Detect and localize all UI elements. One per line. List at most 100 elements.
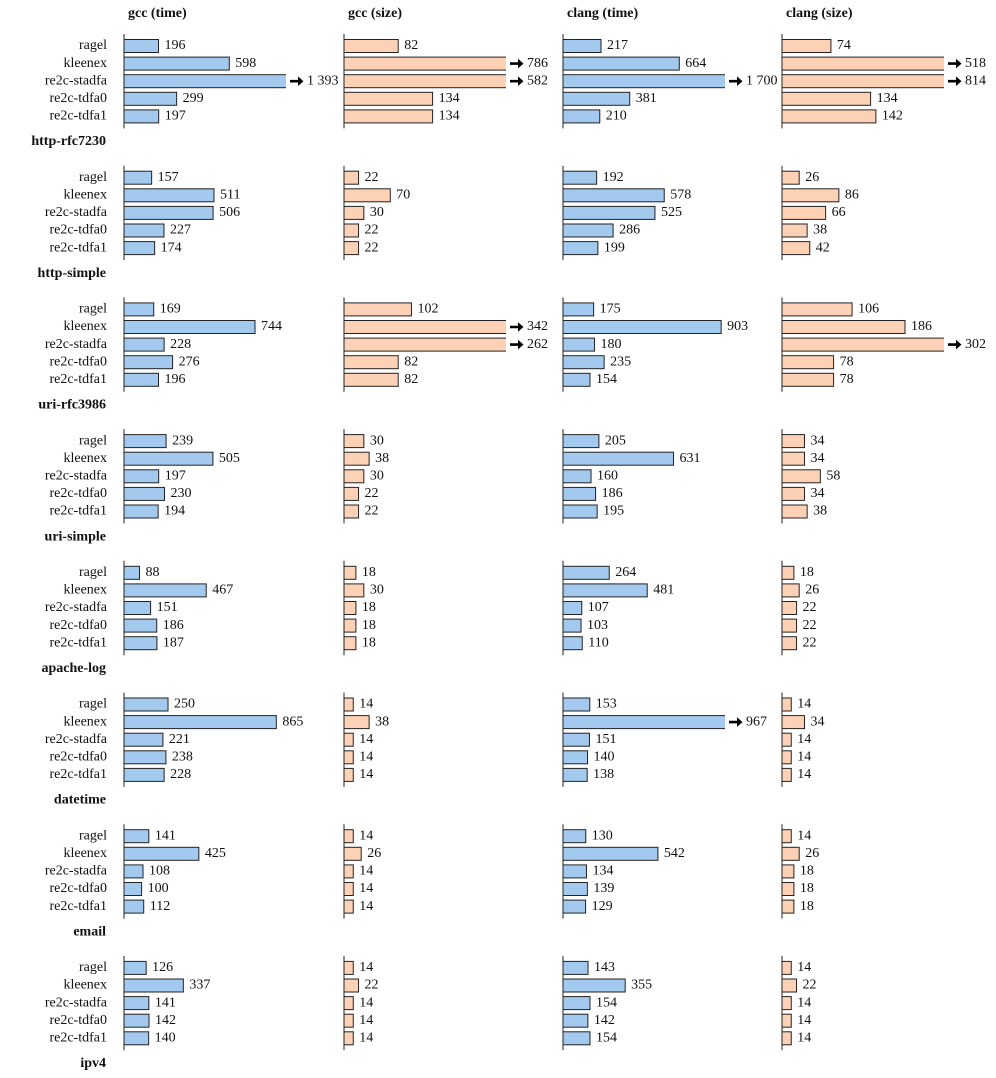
- value-label: 169: [160, 302, 181, 317]
- bar: [123, 39, 160, 53]
- value-label: 143: [594, 960, 615, 975]
- bar: [343, 223, 360, 238]
- bar: [123, 302, 155, 317]
- bar: [781, 960, 792, 975]
- value-label: 141: [155, 995, 176, 1010]
- category-label: ragel: [79, 565, 107, 580]
- bar: [562, 337, 596, 352]
- value-label: 18: [800, 881, 814, 896]
- value-label: 14: [359, 864, 373, 879]
- bar: [562, 486, 597, 501]
- value-label: 228: [170, 337, 191, 352]
- value-label: 467: [212, 583, 233, 598]
- bar: [343, 320, 506, 334]
- value-label: 14: [797, 1013, 811, 1028]
- category-label: re2c-tdfa0: [49, 618, 107, 633]
- value-label: 74: [837, 38, 851, 53]
- panel-title: ipv4: [80, 1056, 106, 1071]
- bar: [123, 732, 164, 747]
- category-label: ragel: [79, 697, 107, 712]
- panel-title: email: [73, 924, 106, 939]
- category-label: kleenex: [63, 714, 107, 729]
- bar: [123, 899, 145, 914]
- value-label: 26: [805, 583, 819, 598]
- bar: [343, 91, 434, 106]
- value-label: 481: [653, 583, 674, 598]
- bar: [562, 91, 631, 106]
- bar: [123, 978, 184, 993]
- value-label: 22: [365, 223, 379, 238]
- category-label: ragel: [79, 433, 107, 448]
- bar: [343, 767, 354, 782]
- value-label: 196: [165, 38, 186, 53]
- value-label: 129: [592, 899, 613, 914]
- bar: [562, 504, 598, 519]
- bar: [123, 846, 200, 861]
- bar: [562, 829, 587, 844]
- value-label: 14: [359, 1013, 373, 1028]
- bar: [343, 583, 365, 598]
- value-label: 142: [882, 109, 903, 124]
- overflow-arrow: [290, 76, 304, 87]
- category-label: re2c-tdfa1: [49, 372, 107, 387]
- bar: [123, 188, 215, 203]
- bar: [562, 434, 600, 449]
- value-label: 34: [810, 486, 824, 501]
- bar: [781, 899, 795, 914]
- bar: [781, 170, 800, 185]
- category-label: kleenex: [63, 451, 107, 466]
- value-label: 865: [282, 714, 303, 729]
- value-label: 903: [727, 319, 748, 334]
- bar: [781, 697, 792, 712]
- value-label: 262: [527, 337, 548, 352]
- value-label: 134: [439, 91, 460, 106]
- category-label: re2c-tdfa1: [49, 635, 107, 650]
- bar: [562, 355, 605, 370]
- category-label: re2c-tdfa0: [49, 91, 107, 106]
- value-label: 14: [797, 732, 811, 747]
- value-label: 18: [800, 864, 814, 879]
- value-label: 195: [603, 504, 624, 519]
- value-label: 30: [370, 469, 384, 484]
- bar: [343, 996, 354, 1011]
- value-label: 337: [189, 978, 210, 993]
- bar: [123, 205, 214, 220]
- value-label: 186: [602, 486, 623, 501]
- value-label: 598: [235, 56, 256, 71]
- bar: [781, 601, 798, 615]
- value-label: 140: [594, 750, 615, 765]
- value-label: 582: [527, 73, 548, 88]
- bar: [562, 56, 680, 71]
- bar: [781, 732, 792, 747]
- value-label: 299: [183, 91, 204, 106]
- overflow-arrow: [948, 76, 962, 87]
- value-label: 22: [803, 635, 817, 650]
- value-label: 228: [170, 767, 191, 782]
- bar: [123, 486, 165, 501]
- value-label: 180: [601, 337, 622, 352]
- bar: [123, 372, 160, 387]
- bar: [343, 899, 354, 914]
- value-label: 14: [797, 995, 811, 1010]
- category-label: re2c-stadfa: [45, 864, 108, 879]
- value-label: 82: [404, 372, 418, 387]
- bar: [781, 205, 827, 220]
- value-label: 88: [145, 565, 159, 580]
- bar: [562, 565, 610, 580]
- bar: [123, 864, 144, 879]
- value-label: 205: [605, 433, 626, 448]
- bar: [562, 469, 592, 484]
- bar: [562, 372, 591, 387]
- value-label: 22: [365, 978, 379, 993]
- value-label: 18: [362, 565, 376, 580]
- bar: [781, 636, 798, 651]
- bar: [343, 504, 360, 519]
- bar: [343, 188, 391, 203]
- category-label: re2c-stadfa: [45, 205, 108, 220]
- category-label: ragel: [79, 302, 107, 317]
- bar: [123, 91, 178, 106]
- value-label: 26: [805, 846, 819, 861]
- bar: [562, 715, 725, 730]
- value-label: 18: [362, 635, 376, 650]
